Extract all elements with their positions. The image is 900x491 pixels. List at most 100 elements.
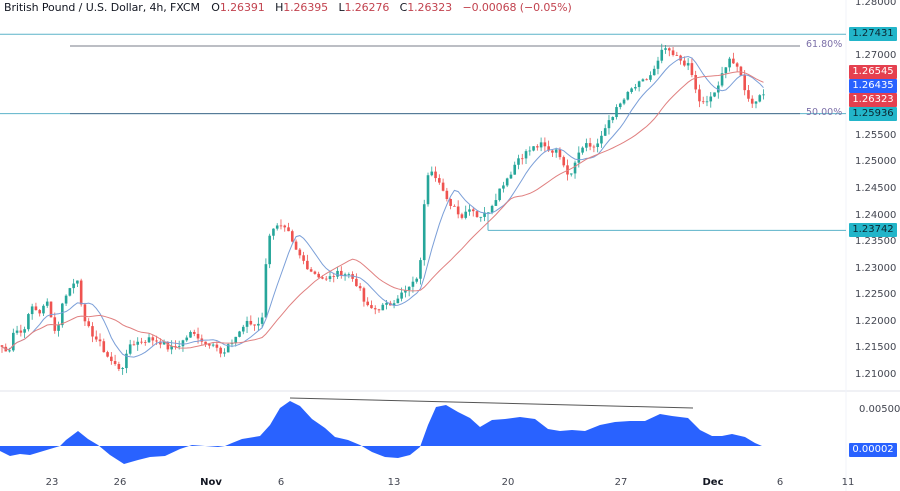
candle-body[interactable] [581,147,584,153]
candle-body[interactable] [283,225,287,228]
candle-body[interactable] [321,277,324,279]
candle-body[interactable] [675,54,679,56]
candle-body[interactable] [219,347,222,354]
candle-body[interactable] [441,182,445,191]
candle-body[interactable] [279,225,283,227]
candle-body[interactable] [701,101,705,103]
candle-body[interactable] [392,303,396,306]
candle-body[interactable] [192,331,196,334]
candle-body[interactable] [524,151,528,159]
candle-body[interactable] [762,94,765,96]
candle-body[interactable] [313,271,317,274]
candle-body[interactable] [543,142,547,147]
candle-body[interactable] [370,305,373,309]
candle-body[interactable] [377,309,381,311]
candle-body[interactable] [569,173,573,175]
candle-body[interactable] [713,92,716,97]
candle-body[interactable] [494,200,498,206]
candle-body[interactable] [317,273,320,278]
candle-body[interactable] [177,346,181,348]
candle-body[interactable] [588,143,592,147]
candle-body[interactable] [155,340,158,342]
candle-body[interactable] [490,205,494,213]
candle-body[interactable] [79,280,83,305]
candle-body[interactable] [125,353,128,369]
candle-body[interactable] [204,341,207,344]
candle-body[interactable] [110,356,113,362]
candle-body[interactable] [585,143,588,148]
candle-body[interactable] [64,295,68,304]
candle-body[interactable] [45,301,49,306]
candle-body[interactable] [272,228,275,236]
candle-body[interactable] [287,227,290,232]
candle-body[interactable] [456,206,460,215]
candle-body[interactable] [487,212,490,214]
candle-body[interactable] [415,278,418,282]
candle-body[interactable] [211,344,215,346]
candle-body[interactable] [615,107,618,118]
candle-body[interactable] [422,204,426,261]
candle-body[interactable] [404,290,407,293]
candle-body[interactable] [189,331,192,338]
candle-body[interactable] [185,337,189,341]
candle-body[interactable] [128,344,132,354]
candle-body[interactable] [479,216,483,218]
candle-body[interactable] [42,305,45,314]
candle-body[interactable] [607,120,611,129]
candle-body[interactable] [468,209,471,212]
candle-body[interactable] [381,304,385,311]
candle-body[interactable] [30,306,34,315]
candle-body[interactable] [720,73,724,86]
candle-body[interactable] [758,95,762,102]
candle-body[interactable] [554,149,558,153]
candle-body[interactable] [245,320,249,327]
candle-body[interactable] [241,326,245,332]
candle-body[interactable] [411,281,415,287]
candle-body[interactable] [159,341,162,345]
candle-body[interactable] [91,326,94,337]
candle-body[interactable] [275,225,279,229]
candle-body[interactable] [8,350,11,352]
candle-body[interactable] [27,314,30,330]
candle-body[interactable] [328,276,332,279]
candle-body[interactable] [343,274,347,276]
candle-body[interactable] [355,278,358,287]
candle-body[interactable] [603,128,607,136]
candle-body[interactable] [551,150,554,153]
candle-body[interactable] [539,142,543,148]
candle-body[interactable] [547,146,550,151]
candle-body[interactable] [683,60,686,66]
candle-body[interactable] [68,288,72,296]
candle-body[interactable] [426,175,430,205]
candle-body[interactable] [170,346,173,350]
candle-body[interactable] [147,337,151,343]
candle-body[interactable] [396,298,400,304]
candle-body[interactable] [38,310,41,314]
candle-body[interactable] [618,103,622,108]
candle-body[interactable] [113,361,117,365]
candle-body[interactable] [385,302,388,305]
candle-body[interactable] [166,341,170,350]
candle-body[interactable] [430,171,434,176]
candle-body[interactable] [536,146,539,148]
candle-body[interactable] [686,63,690,66]
candle-body[interactable] [298,249,302,256]
candle-body[interactable] [196,333,200,339]
candle-body[interactable] [162,341,166,345]
candle-body[interactable] [257,323,260,326]
candle-body[interactable] [332,276,336,277]
candle-body[interactable] [174,346,177,347]
candle-body[interactable] [732,58,735,64]
candle-body[interactable] [664,48,667,50]
candle-body[interactable] [671,50,675,55]
candle-body[interactable] [652,68,656,76]
candle-body[interactable] [562,157,566,166]
symbol-title[interactable]: British Pound / U.S. Dollar, 4h, FXCM [4,1,200,14]
candle-body[interactable] [724,67,728,74]
candle-body[interactable] [117,364,121,370]
candle-body[interactable] [573,162,577,174]
candle-body[interactable] [373,308,377,310]
candle-body[interactable] [611,117,615,121]
candle-body[interactable] [362,288,366,302]
candle-body[interactable] [509,174,513,179]
